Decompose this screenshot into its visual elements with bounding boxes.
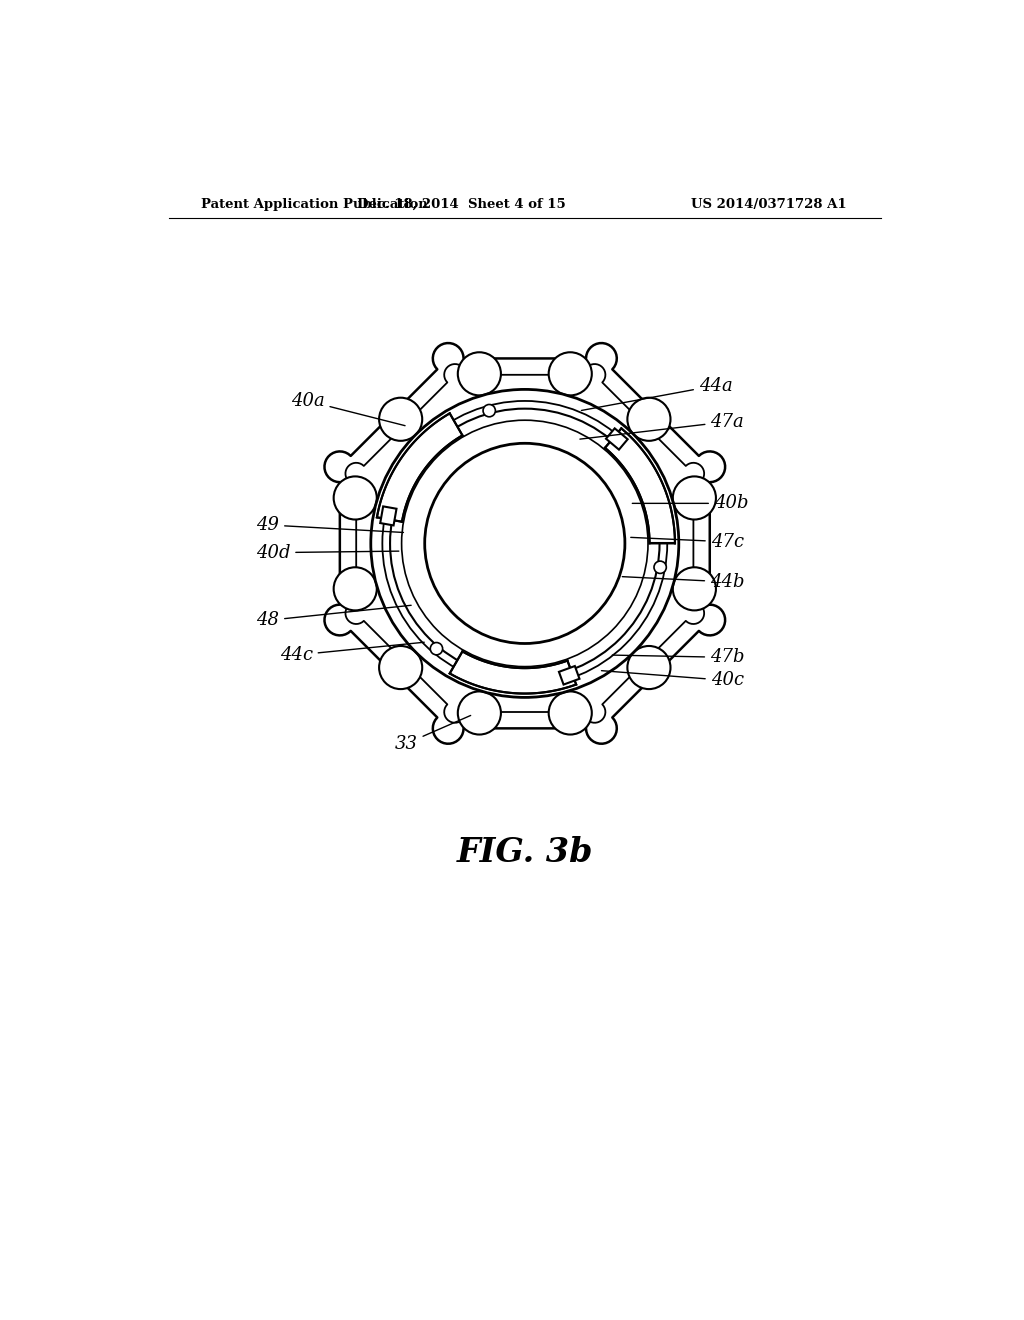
- Text: 44b: 44b: [623, 573, 744, 591]
- Circle shape: [549, 352, 592, 396]
- Circle shape: [390, 409, 659, 678]
- Circle shape: [483, 404, 496, 417]
- Polygon shape: [559, 667, 580, 685]
- Circle shape: [371, 389, 679, 697]
- Text: Patent Application Publication: Patent Application Publication: [202, 198, 428, 211]
- Circle shape: [382, 401, 668, 686]
- Text: 48: 48: [256, 606, 412, 630]
- Text: 44a: 44a: [582, 376, 732, 411]
- Circle shape: [379, 397, 422, 441]
- Circle shape: [458, 692, 501, 734]
- Circle shape: [425, 444, 625, 644]
- Text: 47c: 47c: [631, 533, 743, 550]
- Text: 40d: 40d: [256, 544, 398, 561]
- Text: Dec. 18, 2014  Sheet 4 of 15: Dec. 18, 2014 Sheet 4 of 15: [357, 198, 566, 211]
- Circle shape: [628, 397, 671, 441]
- Text: FIG. 3b: FIG. 3b: [457, 836, 593, 869]
- Text: 47b: 47b: [612, 648, 744, 667]
- Circle shape: [673, 477, 716, 520]
- Polygon shape: [380, 507, 396, 525]
- Text: 40c: 40c: [601, 671, 743, 689]
- Circle shape: [549, 692, 592, 734]
- Circle shape: [654, 561, 667, 573]
- Text: 40a: 40a: [291, 392, 406, 425]
- Text: 47a: 47a: [580, 413, 744, 440]
- Text: US 2014/0371728 A1: US 2014/0371728 A1: [691, 198, 847, 211]
- Polygon shape: [450, 652, 577, 693]
- Text: 49: 49: [256, 516, 403, 533]
- Circle shape: [458, 352, 501, 396]
- Circle shape: [430, 643, 442, 655]
- Text: 44c: 44c: [280, 643, 424, 664]
- Circle shape: [401, 420, 648, 667]
- Circle shape: [334, 568, 377, 610]
- Text: 33: 33: [394, 715, 471, 752]
- Text: 40b: 40b: [632, 495, 749, 512]
- Polygon shape: [605, 429, 675, 544]
- Circle shape: [673, 568, 716, 610]
- Circle shape: [334, 477, 377, 520]
- Circle shape: [628, 645, 671, 689]
- Circle shape: [379, 645, 422, 689]
- Polygon shape: [606, 429, 628, 450]
- Polygon shape: [377, 413, 463, 521]
